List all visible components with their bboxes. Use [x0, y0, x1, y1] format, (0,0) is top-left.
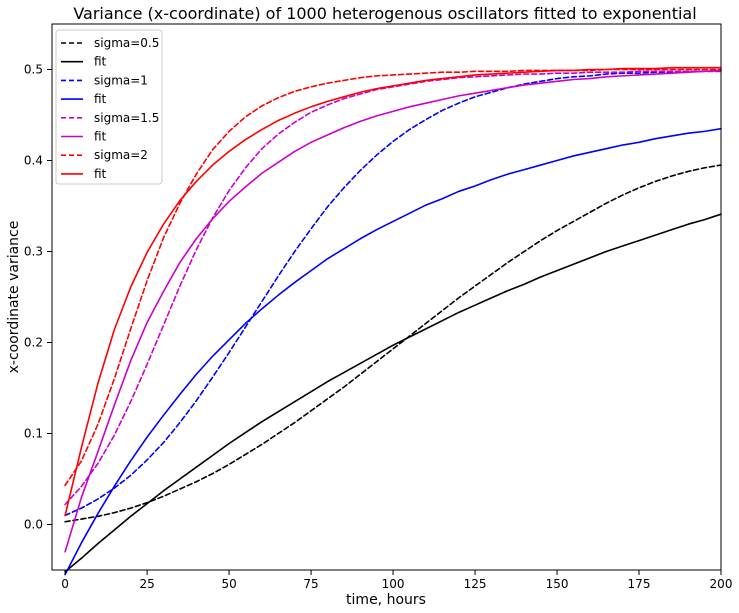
series-line-2-sigma-1 [64, 70, 722, 517]
y-tick-label-1: 0.1 [24, 427, 43, 441]
series-line-3-fit [64, 127, 722, 576]
legend-box [55, 29, 163, 185]
series-line-1-fit [64, 213, 722, 573]
y-tick-label-5: 0.5 [24, 63, 43, 77]
x-tick-label-3: 75 [303, 577, 318, 591]
x-tick-label-2: 50 [221, 577, 236, 591]
legend-label-6: sigma=2 [94, 148, 148, 162]
y-tick-label-0: 0.0 [24, 518, 43, 532]
legend-label-3: fit [94, 92, 107, 106]
y-axis: 0.0 0.1 0.2 0.3 0.4 0.5 [24, 63, 52, 532]
x-tick-label-5: 125 [464, 577, 487, 591]
series-line-0-sigma-0-5 [64, 164, 722, 523]
series-line-7-fit [64, 66, 722, 517]
legend-label-1: fit [94, 55, 107, 69]
legend-label-0: sigma=0.5 [94, 36, 159, 50]
y-tick-label-2: 0.2 [24, 336, 43, 350]
legend-label-4: sigma=1.5 [94, 111, 159, 125]
legend-label-2: sigma=1 [94, 73, 148, 87]
series-line-4-sigma-1-5 [64, 70, 722, 506]
plot-area [51, 23, 722, 576]
legend: sigma=0.5 fit sigma=1 fit sigma=1.5 fit sigma=… [55, 29, 163, 185]
x-tick-label-8: 200 [710, 577, 733, 591]
x-tick-label-7: 175 [628, 577, 651, 591]
chart-title: Variance (x-coordinate) of 1000 heteroge… [73, 4, 696, 23]
x-tick-label-4: 100 [382, 577, 405, 591]
x-tick-label-1: 25 [139, 577, 154, 591]
x-axis-title: time, hours [346, 592, 426, 608]
y-tick-label-4: 0.4 [24, 154, 43, 168]
x-tick-label-0: 0 [61, 577, 69, 591]
series-layer [64, 66, 722, 576]
y-axis-title: x-coordinate variance [6, 221, 22, 374]
x-tick-label-6: 150 [546, 577, 569, 591]
legend-label-7: fit [94, 167, 107, 181]
y-tick-label-3: 0.3 [24, 245, 43, 259]
legend-label-5: fit [94, 130, 107, 144]
series-line-5-fit [64, 69, 722, 553]
plot-frame [51, 23, 722, 571]
x-axis: 0 25 50 75 100 125 150 175 200 [61, 570, 732, 591]
